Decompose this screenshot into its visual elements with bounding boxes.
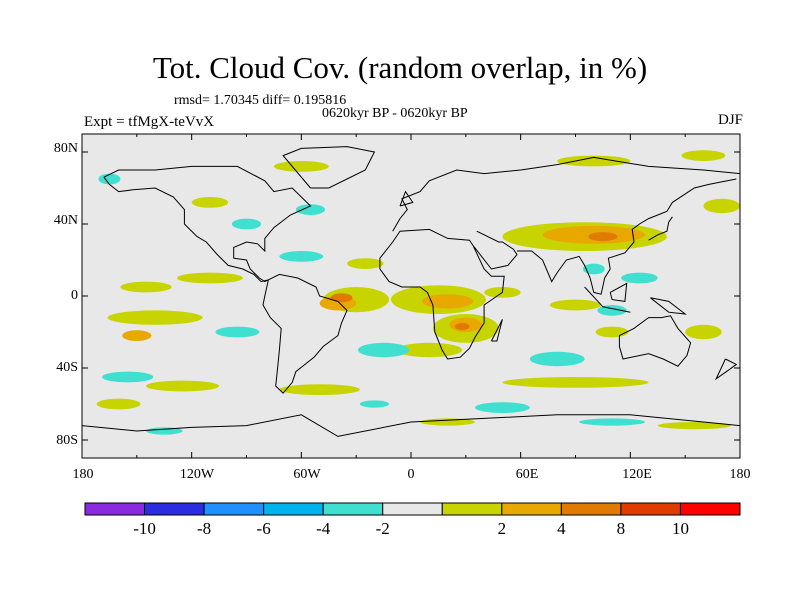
colorbar-box	[203, 502, 265, 516]
coastline	[714, 358, 738, 381]
map-panel	[81, 133, 741, 459]
colorbar-box	[322, 502, 384, 516]
anomaly-contour	[474, 402, 530, 413]
experiment-label: Expt = tfMgX-teVvX	[84, 114, 215, 130]
anomaly-contour	[357, 342, 410, 358]
coastline	[81, 414, 741, 437]
anomaly-contour	[107, 310, 203, 325]
period-line: 0620kyr BP - 0620kyr BP	[322, 106, 468, 121]
lat-label-80n: 80N	[53, 141, 78, 156]
lon-label-180e: 180	[729, 467, 751, 482]
lon-label-60w: 60W	[293, 467, 321, 482]
season-label: DJF	[717, 112, 743, 128]
colorbar-label: -2	[375, 519, 390, 538]
anomaly-contour	[120, 281, 172, 293]
anomaly-contour	[273, 161, 329, 172]
lat-label-0: 0	[71, 288, 78, 303]
anomaly-contour	[681, 150, 726, 162]
anomaly-contour	[557, 155, 631, 167]
colorbar-box	[501, 502, 562, 516]
lon-label-120e: 120E	[622, 467, 652, 482]
anomaly-contour	[145, 427, 183, 435]
anomaly-contour	[347, 258, 384, 269]
coastline	[517, 178, 737, 295]
colorbar-box	[441, 502, 503, 516]
coastline	[282, 146, 376, 189]
coastline	[618, 315, 692, 367]
anomaly-shading	[96, 150, 740, 435]
colorbar-box	[382, 502, 443, 516]
colorbar-box	[84, 502, 146, 516]
colorbar-label: -10	[133, 519, 156, 538]
anomaly-contour	[421, 294, 474, 309]
anomaly-contour	[98, 173, 121, 185]
axis-ticks	[81, 134, 741, 458]
colorbar-box	[679, 502, 741, 516]
coastline	[262, 273, 348, 394]
anomaly-contour	[685, 324, 722, 340]
colorbar-label: 10	[671, 519, 689, 538]
anomaly-contour	[177, 272, 243, 284]
lon-label-60e: 60E	[515, 467, 539, 482]
anomaly-contour	[529, 351, 585, 367]
coastline	[103, 165, 312, 283]
anomaly-contour	[96, 398, 141, 410]
lat-label-80s: 80S	[56, 433, 78, 448]
anomaly-contour	[420, 418, 475, 426]
anomaly-contour	[549, 299, 602, 311]
lat-label-40n: 40N	[53, 213, 78, 228]
colorbar-box	[263, 502, 324, 516]
colorbar-label: 4	[557, 519, 566, 538]
anomaly-contour	[579, 418, 645, 426]
anomaly-contour	[588, 232, 618, 242]
anomaly-contour	[295, 204, 326, 216]
anomaly-contour	[703, 198, 740, 214]
anomaly-contour	[621, 272, 658, 284]
coastline	[490, 319, 503, 342]
stats-line: rmsd= 1.70345 diff= 0.195816	[174, 93, 347, 108]
anomaly-contour	[582, 263, 605, 275]
anomaly-contour	[215, 326, 260, 338]
anomaly-contour	[595, 326, 629, 338]
coastline	[650, 297, 687, 315]
colorbar-label: 8	[616, 519, 626, 538]
anomaly-contour	[279, 384, 360, 395]
anomaly-contour	[359, 400, 390, 408]
coastline	[379, 228, 505, 360]
coastlines	[81, 146, 741, 437]
anomaly-contour	[330, 293, 353, 303]
coastline	[584, 286, 631, 313]
anomaly-contour	[279, 251, 324, 262]
anomaly-contour	[502, 377, 649, 388]
coastline	[648, 216, 673, 241]
lat-label-40s: 40S	[56, 360, 78, 375]
colorbar-box	[620, 502, 681, 516]
colorbar-label: 2	[497, 519, 507, 538]
anomaly-contour	[454, 323, 470, 331]
lon-label-120w: 120W	[179, 467, 215, 482]
colorbar-label: -4	[316, 519, 331, 538]
anomaly-contour	[122, 330, 152, 341]
anomaly-contour	[191, 197, 229, 208]
coastline	[472, 230, 518, 270]
colorbar-label: -6	[256, 519, 271, 538]
anomaly-contour	[145, 380, 220, 392]
anomaly-contour	[231, 218, 262, 230]
figure-title: Tot. Cloud Cov. (random overlap, in %)	[152, 50, 648, 85]
colorbar	[84, 502, 741, 516]
coastline	[609, 282, 628, 302]
coastline	[392, 156, 741, 232]
colorbar-box	[560, 502, 622, 516]
anomaly-contour	[657, 422, 731, 430]
coastline	[399, 190, 414, 207]
anomaly-contour	[396, 342, 463, 358]
anomaly-contour	[597, 305, 627, 316]
anomaly-contour	[102, 371, 154, 383]
lon-label-180w: 180	[72, 467, 94, 482]
colorbar-label: -8	[196, 519, 212, 538]
colorbar-box	[144, 502, 205, 516]
lon-label-0: 0	[407, 467, 415, 482]
